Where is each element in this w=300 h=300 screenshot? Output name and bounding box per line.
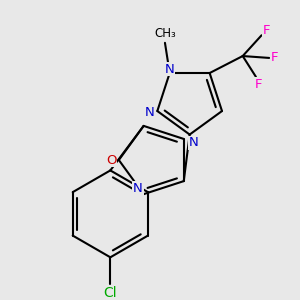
Text: Cl: Cl	[103, 286, 117, 300]
Text: F: F	[262, 24, 270, 37]
Text: F: F	[255, 78, 262, 91]
Text: O: O	[106, 154, 116, 166]
Text: N: N	[133, 182, 143, 195]
Text: N: N	[165, 63, 175, 76]
Text: N: N	[188, 136, 198, 149]
Text: N: N	[145, 106, 155, 119]
Text: F: F	[271, 51, 278, 64]
Text: CH₃: CH₃	[154, 27, 176, 40]
